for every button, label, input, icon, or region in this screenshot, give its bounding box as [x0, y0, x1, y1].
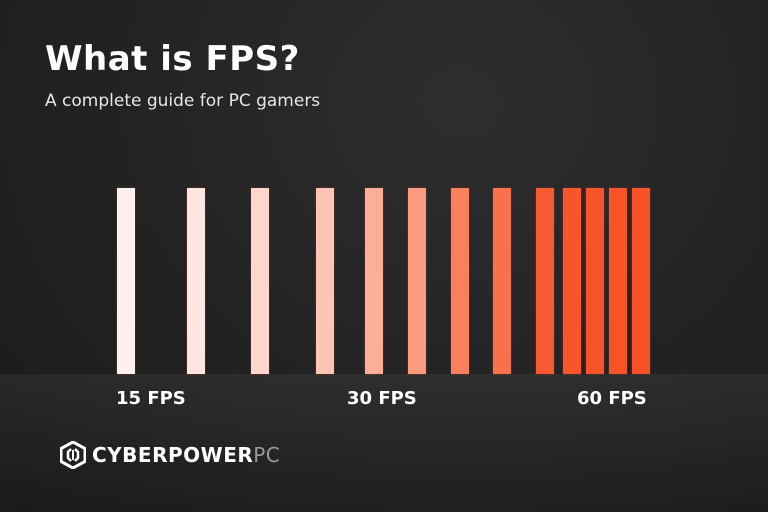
page-title: What is FPS?	[45, 39, 300, 79]
fps-label: 30 FPS	[347, 388, 417, 409]
frame-bar	[251, 188, 269, 374]
frame-bar	[632, 188, 650, 374]
cyberpowerpc-logo: CYBERPOWERPC	[60, 441, 280, 469]
frame-bar	[408, 188, 426, 374]
frame-bar	[563, 188, 581, 374]
frame-bar	[365, 188, 383, 374]
frame-bar	[316, 188, 334, 374]
logo-text: CYBERPOWERPC	[92, 443, 280, 467]
frame-bar	[609, 188, 627, 374]
frame-bar	[117, 188, 135, 374]
frame-bar	[586, 188, 604, 374]
fps-label: 60 FPS	[577, 388, 647, 409]
frame-bar	[493, 188, 511, 374]
logo-suffix: PC	[253, 443, 281, 467]
logo-brand: CYBERPOWER	[92, 443, 254, 467]
frame-bar	[451, 188, 469, 374]
frame-bar	[536, 188, 554, 374]
light-rays	[0, 374, 768, 512]
frame-bar	[187, 188, 205, 374]
cyberpower-hex-icon	[60, 441, 86, 469]
page-subtitle: A complete guide for PC gamers	[45, 91, 321, 111]
fps-label: 15 FPS	[116, 388, 186, 409]
